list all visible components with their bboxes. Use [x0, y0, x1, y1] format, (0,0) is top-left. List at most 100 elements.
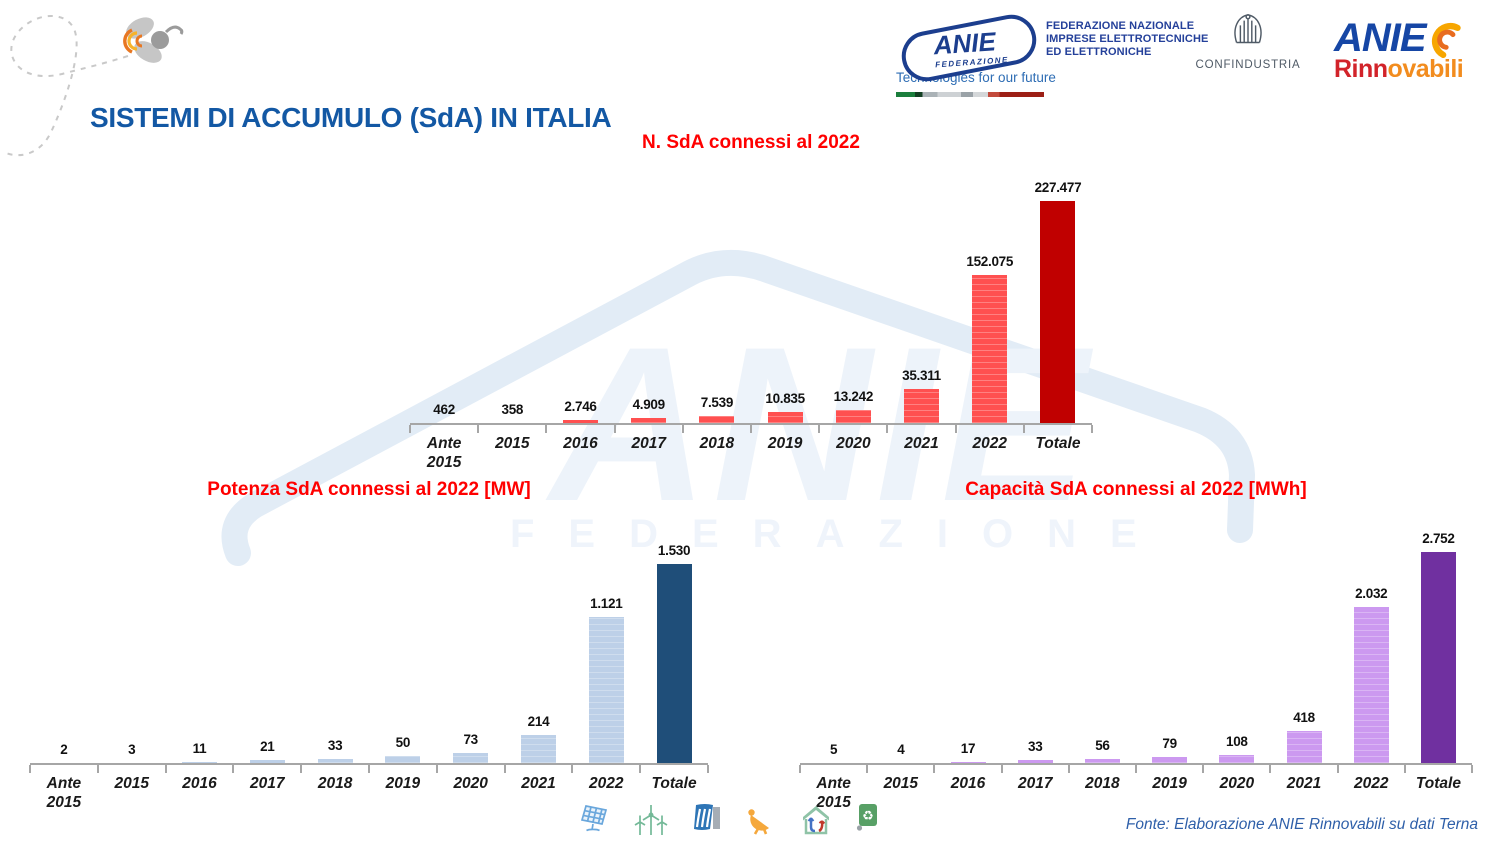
bar-slot: 33: [301, 738, 369, 763]
bar-value-label: 5: [829, 742, 838, 757]
bee-body-group: [123, 17, 184, 63]
axis-tick: [1403, 765, 1406, 773]
axis-tick: [503, 765, 506, 773]
category-label: 2019: [1152, 775, 1187, 792]
recycle-bin-icon: ♻: [856, 804, 877, 831]
bar-value-label: 11: [192, 741, 207, 756]
bar-value-label: 152.075: [966, 254, 1014, 269]
category-label: 2022: [1353, 775, 1389, 792]
axis-tick: [750, 425, 752, 433]
category-label: 2018: [1085, 775, 1120, 792]
anie-federazione-logo: ANIE FEDERAZIONE: [893, 8, 1193, 93]
axis-tick: [29, 765, 31, 773]
italian-flag-stripe: [896, 92, 1044, 97]
bar-value-label: 10.835: [765, 391, 805, 406]
bar-value-label: 2.032: [1355, 586, 1388, 601]
bar-2018: [1084, 759, 1120, 763]
chart-n-sda: N. SdA connessi al 2022 462 358 2.746 4.909…: [409, 131, 1093, 472]
bar-slot: 418: [1270, 710, 1337, 763]
axis-tick: [232, 765, 235, 773]
bar-value-label: 13.242: [833, 389, 874, 404]
chart-potenza: Potenza SdA connessi al 2022 [MW] 2 3 11 21…: [29, 478, 709, 812]
bar-2022: [972, 275, 1008, 423]
bar-slot: 13.242: [819, 389, 887, 423]
category-label: Ante 2015: [426, 435, 462, 471]
anie-federazione-description: FEDERAZIONE NAZIONALE IMPRESE ELETTROTEC…: [1046, 20, 1208, 59]
category-label: 2017: [631, 435, 666, 452]
category-label: 2021: [904, 435, 939, 452]
bar-value-label: 33: [1028, 739, 1043, 754]
bar-slot: 2.752: [1405, 531, 1472, 763]
axis-tick: [639, 765, 642, 773]
bar-value-label: 227.477: [1034, 180, 1082, 195]
x-axis-labels: Ante 2015 2015 2016 2017 2018 2019 2020 2021 2022…: [30, 774, 708, 812]
bar-slot: 462: [410, 402, 478, 423]
bar-totale: [656, 564, 692, 763]
axis-tick: [300, 765, 303, 773]
bar-value-label: 108: [1226, 734, 1248, 749]
renewables-icon-row: ♻: [578, 801, 881, 837]
category-label: 2016: [182, 775, 217, 792]
axis-tick: [545, 425, 548, 433]
bar-slot: 2.032: [1338, 586, 1405, 763]
category-label: Totale: [1415, 775, 1461, 792]
bar-2020: [1219, 755, 1255, 763]
bar-2018: [317, 759, 353, 763]
bar-value-label: 2.746: [564, 399, 597, 414]
bar-slot: 7.539: [683, 395, 751, 423]
x-axis-ticks: [799, 765, 1473, 773]
axis-tick: [1135, 765, 1137, 773]
category-label: 2016: [950, 775, 986, 792]
description-line: FEDERAZIONE NAZIONALE: [1046, 20, 1195, 32]
anie-rinnovabili-word2b: ovabili: [1387, 55, 1464, 83]
axis-tick: [409, 425, 411, 433]
bar-slot: 1.121: [572, 596, 640, 763]
category-label: Totale: [651, 775, 697, 792]
bar-2019: [767, 412, 803, 423]
wind-turbine-icon: [634, 805, 668, 835]
bar-value-label: 1.121: [590, 596, 623, 611]
axis-tick: [164, 765, 167, 773]
chart-capacita: Capacità SdA connessi al 2022 [MWh] 5 4 17…: [799, 478, 1473, 812]
category-label: 2018: [699, 435, 735, 452]
axis-tick: [681, 425, 684, 433]
bar-2018: [699, 416, 735, 423]
bar-totale: [1040, 201, 1076, 423]
bar-value-label: 1.530: [657, 543, 691, 558]
category-label: 2017: [250, 775, 285, 792]
confindustria-eagle-icon: [1234, 14, 1262, 44]
category-label: 2021: [1286, 775, 1322, 792]
category-label: 2017: [1017, 775, 1053, 792]
bar-slot: 3: [98, 742, 166, 763]
axis-tick: [96, 765, 99, 773]
category-label: Ante 2015: [816, 775, 851, 811]
bar-slot: 152.075: [956, 254, 1024, 423]
bar-2017: [249, 760, 285, 763]
category-label: Ante 2015: [46, 775, 82, 811]
bar-slot: 214: [505, 714, 573, 763]
bar-2022: [588, 617, 624, 763]
bar-2016: [181, 762, 217, 763]
solar-dish-icon: [748, 809, 769, 835]
anie-rinnovabili-word1: ANIE: [1334, 16, 1427, 60]
axis-tick: [886, 425, 889, 433]
chart-title: Potenza SdA connessi al 2022 [MW]: [207, 479, 531, 500]
bar-slot: 56: [1069, 738, 1136, 763]
category-label: Totale: [1035, 435, 1081, 452]
bar-slot: 73: [437, 732, 505, 763]
hydro-dam-icon: [694, 804, 720, 830]
bar-value-label: 2.752: [1422, 531, 1455, 546]
axis-tick: [435, 765, 438, 773]
bar-slot: 2.746: [546, 399, 614, 423]
bar-slot: 21: [233, 739, 301, 763]
bar-slot: 358: [478, 402, 546, 423]
description-line: ED ELETTRONICHE: [1046, 46, 1152, 58]
bar-2019: [1152, 757, 1188, 763]
bar-slot: 227.477: [1024, 180, 1092, 423]
confindustria-logo: CONFINDUSTRIA: [1188, 12, 1308, 71]
solar-panel-icon: [580, 805, 608, 832]
description-line: IMPRESE ELETTROTECNICHE: [1046, 33, 1209, 45]
bar-value-label: 35.311: [902, 368, 941, 383]
axis-tick: [1067, 765, 1070, 773]
bar-2017: [631, 418, 667, 423]
